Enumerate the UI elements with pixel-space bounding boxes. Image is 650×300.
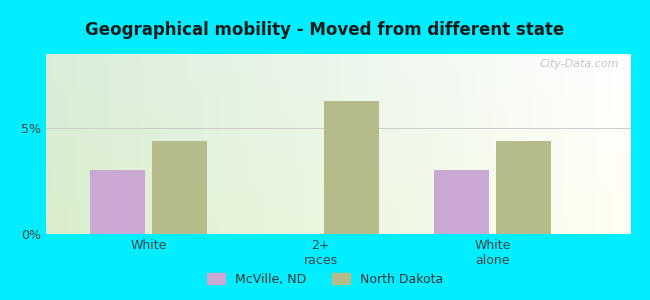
Legend: McVille, ND, North Dakota: McVille, ND, North Dakota [202, 268, 448, 291]
Bar [324, 100, 380, 234]
Bar [152, 141, 207, 234]
Bar [90, 170, 146, 234]
Text: Geographical mobility - Moved from different state: Geographical mobility - Moved from diffe… [85, 21, 565, 39]
Bar [497, 141, 551, 234]
Text: City-Data.com: City-Data.com [540, 59, 619, 69]
Bar [434, 170, 489, 234]
